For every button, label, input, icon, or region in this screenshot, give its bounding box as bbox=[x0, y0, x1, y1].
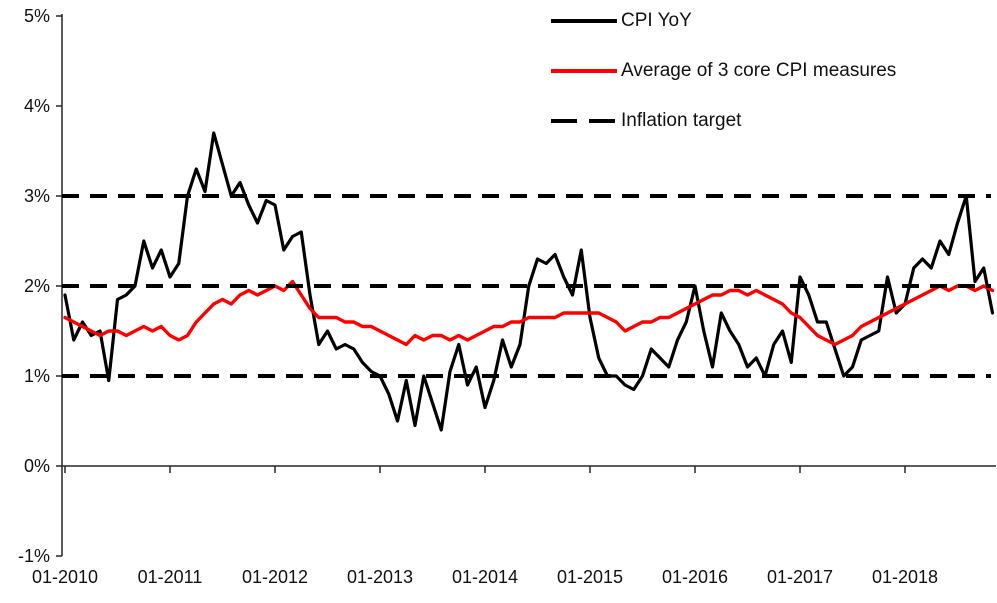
y-axis-tick-label: 1% bbox=[24, 366, 50, 386]
x-axis-tick-label: 01-2016 bbox=[662, 567, 728, 587]
core-average-line-sample bbox=[551, 69, 617, 73]
legend-item-cpi-yoy: CPI YoY bbox=[551, 10, 896, 32]
x-axis-tick-label: 01-2015 bbox=[557, 567, 623, 587]
y-axis-tick-label: -1% bbox=[18, 546, 50, 566]
inflation-target-line-sample bbox=[551, 119, 617, 123]
legend-label-inflation-target: Inflation target bbox=[621, 110, 742, 131]
y-axis-tick-label: 3% bbox=[24, 186, 50, 206]
cpi-yoy-line-sample bbox=[551, 19, 617, 23]
x-axis-tick-label: 01-2014 bbox=[452, 567, 518, 587]
y-axis-tick-label: 0% bbox=[24, 456, 50, 476]
legend-label-cpi-yoy: CPI YoY bbox=[621, 10, 692, 31]
y-axis-tick-label: 4% bbox=[24, 96, 50, 116]
x-axis-tick-label: 01-2011 bbox=[138, 567, 203, 587]
legend: CPI YoY Average of 3 core CPI measures I… bbox=[551, 10, 896, 160]
core-cpi-average-line bbox=[63, 279, 995, 347]
y-axis-tick-label: 2% bbox=[24, 276, 50, 296]
y-axis-tick-label: 5% bbox=[24, 6, 50, 26]
legend-label-core-average: Average of 3 core CPI measures bbox=[621, 60, 897, 81]
legend-item-inflation-target: Inflation target bbox=[551, 110, 896, 132]
x-axis-tick-label: 01-2018 bbox=[872, 567, 938, 587]
cpi-yoy-line bbox=[63, 131, 995, 432]
x-axis-tick-label: 01-2013 bbox=[347, 567, 413, 587]
x-axis-tick-label: 01-2012 bbox=[242, 567, 308, 587]
x-axis-tick-label: 01-2017 bbox=[767, 567, 833, 587]
legend-item-core-average: Average of 3 core CPI measures bbox=[551, 60, 896, 82]
x-axis-tick-label: 01-2010 bbox=[32, 567, 98, 587]
